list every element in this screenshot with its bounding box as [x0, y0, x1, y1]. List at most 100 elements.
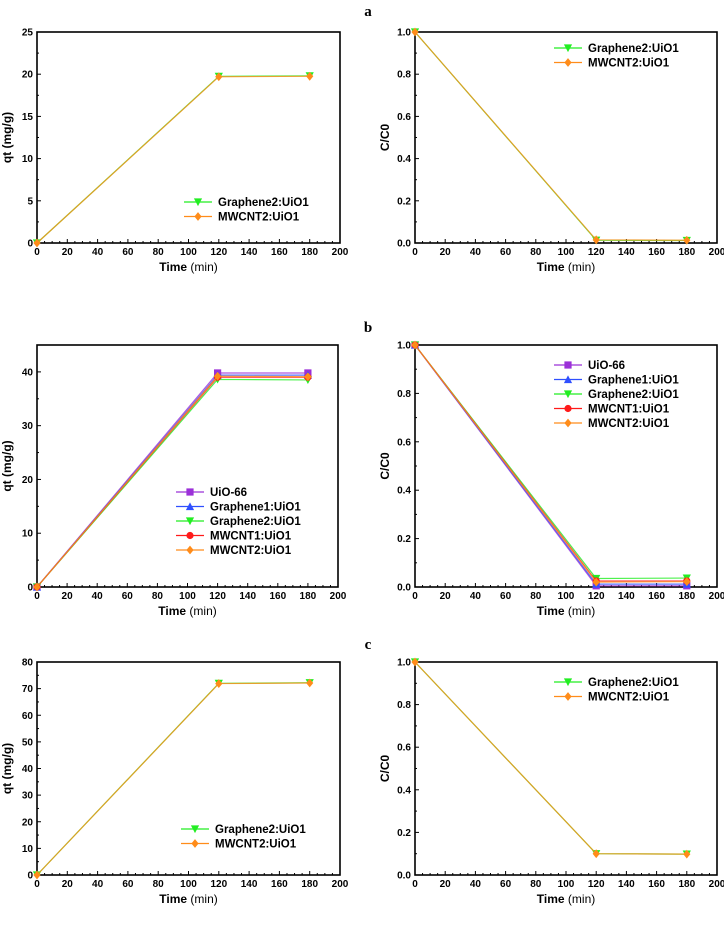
- y-tick-label: 1.0: [397, 28, 411, 39]
- x-tick-label: 40: [470, 247, 482, 258]
- x-tick-label: 180: [678, 879, 695, 890]
- legend-label: Graphene1:UiO1: [210, 502, 301, 514]
- x-tick-label: 200: [330, 591, 347, 602]
- y-tick-label: 0.6: [397, 743, 411, 754]
- legend-marker: [185, 502, 195, 511]
- x-tick-label: 200: [709, 591, 724, 602]
- legend-label: Graphene2:UiO1: [588, 389, 679, 401]
- chart-panel-b-qt: 0 20 40 60 80 100 120 140 160 180 200 0 10 20 30 40 Time…: [0, 344, 347, 618]
- x-tick-label: 180: [301, 247, 318, 258]
- x-tick-label: 120: [209, 591, 226, 602]
- y-tick-label: 15: [22, 112, 34, 123]
- x-axis-label: Time (min): [537, 604, 595, 618]
- data-point: [592, 235, 600, 245]
- legend-label: MWCNT2:UiO1: [588, 418, 670, 430]
- x-tick-label: 80: [152, 591, 164, 602]
- legend-marker: [190, 825, 200, 834]
- x-axis-label-bold: Time: [537, 892, 565, 906]
- x-tick-label: 140: [618, 879, 635, 890]
- x-axis-label-bold: Time: [158, 604, 186, 618]
- y-tick-label: 0.6: [397, 437, 411, 448]
- legend-label: Graphene1:UiO1: [588, 375, 679, 387]
- legend-label: Graphene2:UiO1: [218, 197, 309, 209]
- x-axis-label: Time (min): [537, 892, 595, 906]
- x-axis-label-unit: (min): [568, 604, 595, 618]
- x-tick-label: 0: [412, 879, 418, 890]
- legend-marker: [185, 517, 195, 526]
- chart-panel-a-qt: 0 20 40 60 80 100 120 140 160 180 200 0 5 10 15 20 25 Tim…: [0, 28, 349, 275]
- legend-marker: [563, 390, 573, 399]
- data-point: [215, 72, 223, 82]
- chart-panel-a-ratio: 0 20 40 60 80 100 120 140 160 180 200 0.0 0.2 0.4 0.6 0…: [378, 28, 724, 275]
- legend-label: MWCNT2:UiO1: [210, 545, 292, 557]
- panel-label-b: b: [364, 320, 372, 336]
- y-tick-label: 0: [27, 583, 33, 594]
- y-tick-label: 10: [22, 154, 34, 165]
- x-tick-label: 200: [332, 879, 349, 890]
- legend-label: Graphene2:UiO1: [588, 677, 679, 689]
- x-tick-label: 120: [588, 879, 605, 890]
- x-tick-label: 140: [241, 879, 258, 890]
- y-tick-label: 0: [27, 871, 33, 882]
- x-tick-label: 0: [34, 879, 40, 890]
- data-point: [33, 238, 41, 248]
- data-point: [306, 71, 314, 81]
- x-tick-label: 40: [92, 879, 104, 890]
- x-axis-label: Time (min): [158, 604, 216, 618]
- legend-marker: [564, 404, 572, 413]
- x-tick-label: 80: [530, 879, 542, 890]
- y-axis-label: C/C0: [378, 755, 392, 783]
- x-tick-label: 0: [34, 591, 40, 602]
- y-tick-label: 60: [22, 711, 34, 722]
- y-tick-label: 0.2: [397, 828, 411, 839]
- data-point: [33, 870, 41, 880]
- x-tick-label: 80: [153, 247, 165, 258]
- y-axis-label: C/C0: [378, 124, 392, 152]
- x-tick-label: 80: [530, 247, 542, 258]
- x-tick-label: 20: [440, 879, 452, 890]
- y-tick-label: 20: [22, 475, 34, 486]
- x-tick-label: 20: [62, 879, 74, 890]
- legend-marker: [186, 531, 194, 540]
- x-tick-label: 100: [558, 247, 575, 258]
- y-tick-label: 0.8: [397, 389, 411, 400]
- y-tick-label: 5: [27, 196, 33, 207]
- x-tick-label: 60: [122, 591, 134, 602]
- x-axis-label-unit: (min): [568, 892, 595, 906]
- x-tick-label: 60: [122, 879, 134, 890]
- x-tick-label: 160: [271, 879, 288, 890]
- x-tick-label: 20: [62, 247, 74, 258]
- y-tick-label: 0: [27, 239, 33, 250]
- x-axis-label: Time (min): [537, 260, 595, 274]
- y-axis-label: qt (mg/g): [0, 743, 14, 794]
- y-tick-label: 0.4: [397, 154, 411, 165]
- x-tick-label: 0: [412, 247, 418, 258]
- y-tick-label: 0.0: [397, 239, 411, 250]
- data-point: [592, 577, 600, 587]
- data-point: [592, 849, 600, 859]
- y-tick-label: 20: [22, 70, 34, 81]
- legend-label: MWCNT2:UiO1: [588, 58, 670, 70]
- y-tick-label: 1.0: [397, 658, 411, 669]
- data-point: [683, 849, 691, 859]
- legend-label: Graphene2:UiO1: [215, 824, 306, 836]
- x-tick-label: 200: [709, 247, 724, 258]
- x-tick-label: 160: [269, 591, 286, 602]
- panel-label-a: a: [364, 4, 372, 20]
- data-point: [33, 582, 41, 592]
- legend-label: MWCNT2:UiO1: [215, 839, 297, 851]
- y-axis-label: C/C0: [378, 452, 392, 480]
- y-tick-label: 30: [22, 421, 34, 432]
- x-tick-label: 60: [500, 879, 512, 890]
- y-tick-label: 1.0: [397, 341, 411, 352]
- x-tick-label: 20: [62, 591, 74, 602]
- y-axis-label: qt (mg/g): [0, 440, 14, 491]
- x-tick-label: 180: [300, 591, 317, 602]
- y-tick-label: 25: [22, 28, 34, 39]
- legend-marker: [564, 361, 572, 369]
- x-tick-label: 80: [153, 879, 165, 890]
- legend-label: Graphene2:UiO1: [210, 516, 301, 528]
- x-axis-label-unit: (min): [568, 260, 595, 274]
- data-point: [411, 340, 419, 350]
